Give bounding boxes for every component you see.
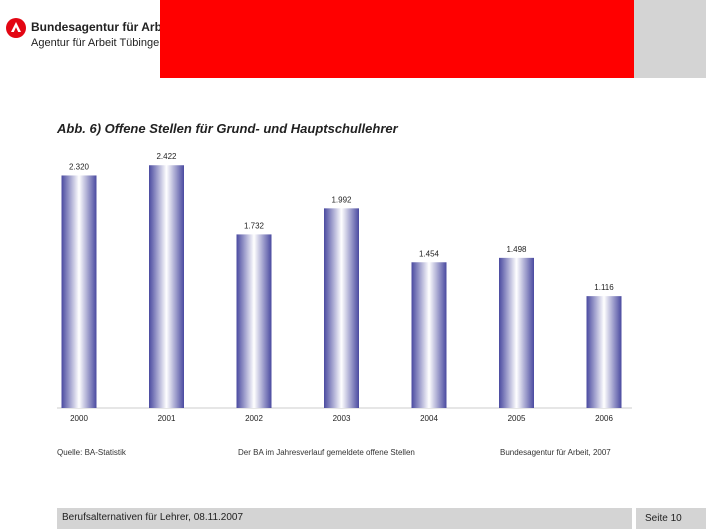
bar-2005 xyxy=(499,257,534,408)
header-gray-block xyxy=(634,0,706,78)
x-tick-2000: 2000 xyxy=(70,414,88,423)
header-red-band xyxy=(160,0,634,78)
footer-text: Berufsalternativen für Lehrer, 08.11.200… xyxy=(62,512,244,523)
value-label-2000: 2.320 xyxy=(69,162,90,171)
x-tick-2004: 2004 xyxy=(420,414,438,423)
org-name: Bundesagentur für Arbeit xyxy=(31,20,176,34)
value-label-2003: 1.992 xyxy=(331,195,352,204)
bar-2000 xyxy=(61,175,97,408)
org-subtitle: Agentur für Arbeit Tübingen xyxy=(31,37,166,49)
value-label-2001: 2.422 xyxy=(156,152,177,161)
x-tick-2005: 2005 xyxy=(508,414,526,423)
bar-2006 xyxy=(586,296,622,408)
source-note: Quelle: BA-Statistik xyxy=(57,448,126,457)
x-tick-2002: 2002 xyxy=(245,414,263,423)
page-number-box: Seite 10 xyxy=(636,508,706,529)
value-label-2004: 1.454 xyxy=(419,249,440,258)
value-label-2005: 1.498 xyxy=(506,245,527,254)
value-label-2002: 1.732 xyxy=(244,221,265,230)
x-tick-2003: 2003 xyxy=(333,414,351,423)
bar-2003 xyxy=(324,208,359,408)
bar-2001 xyxy=(149,165,184,408)
slide-title: Abb. 6) Offene Stellen für Grund- und Ha… xyxy=(57,121,398,136)
footer-bar: Berufsalternativen für Lehrer, 08.11.200… xyxy=(57,508,632,529)
chart-note: Der BA im Jahresverlauf gemeldete offene… xyxy=(238,448,415,457)
ba-logo-icon xyxy=(6,18,26,38)
x-tick-2006: 2006 xyxy=(595,414,613,423)
logo-area: Bundesagentur für Arbeit Agentur für Arb… xyxy=(0,0,176,80)
value-label-2006: 1.116 xyxy=(594,283,614,292)
credit-note: Bundesagentur für Arbeit, 2007 xyxy=(500,448,611,457)
x-tick-2001: 2001 xyxy=(158,414,176,423)
bar-2004 xyxy=(411,262,447,408)
bar-2002 xyxy=(236,234,272,408)
page-number: Seite 10 xyxy=(645,513,682,524)
